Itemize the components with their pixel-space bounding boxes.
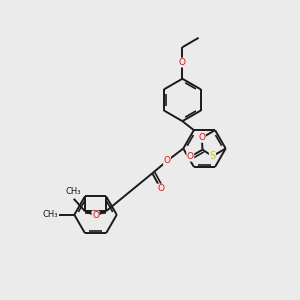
Text: O: O (157, 184, 164, 193)
Text: O: O (164, 156, 171, 165)
Text: O: O (92, 211, 99, 220)
Text: O: O (198, 133, 205, 142)
Text: O: O (187, 152, 194, 161)
Text: CH₃: CH₃ (42, 210, 58, 219)
Text: O: O (179, 58, 186, 67)
Text: S: S (209, 151, 215, 161)
Text: CH₃: CH₃ (66, 188, 82, 196)
